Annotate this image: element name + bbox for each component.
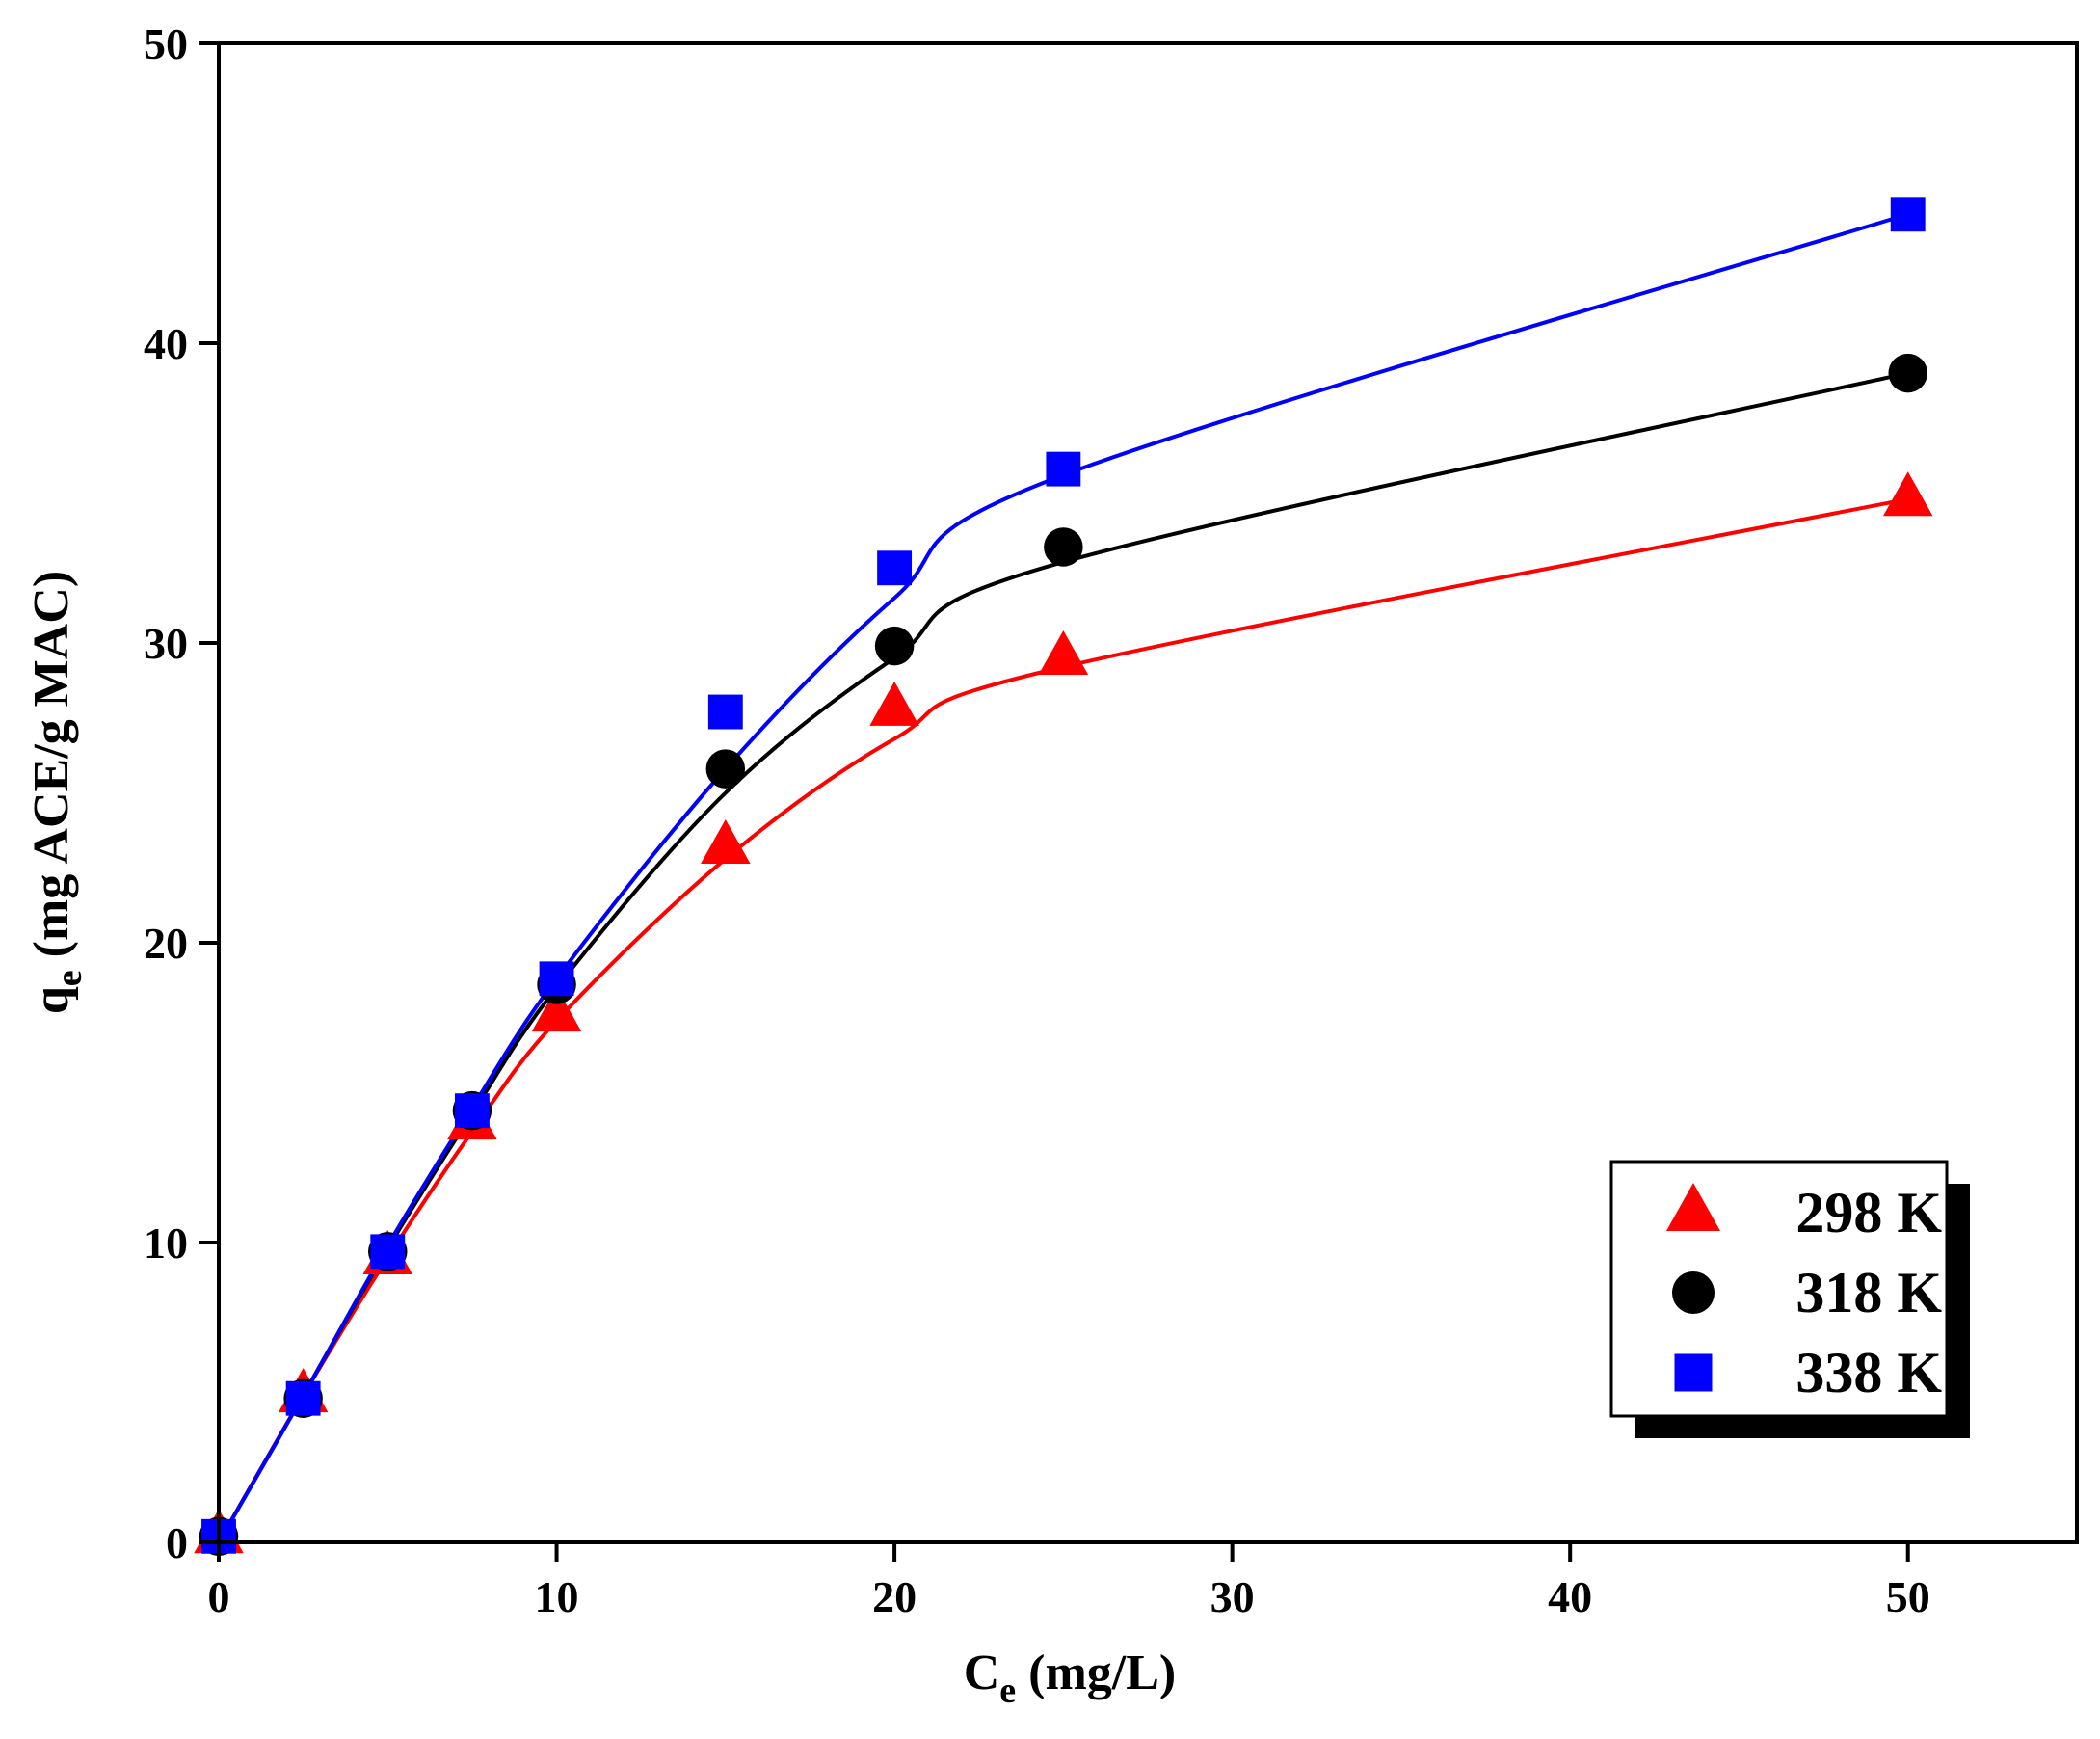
- x-tick-label: 50: [1886, 1572, 1930, 1621]
- data-point-298-k: [869, 681, 919, 726]
- data-points: [194, 197, 1933, 1557]
- data-point-338-k: [454, 1093, 490, 1129]
- y-tick-label: 20: [144, 919, 188, 968]
- y-tick-label: 30: [144, 619, 188, 668]
- x-tick-label: 20: [872, 1572, 917, 1621]
- data-point-338-k: [707, 694, 743, 730]
- data-point-318-k: [705, 749, 746, 789]
- legend-label-318-k: 318 K: [1795, 1261, 1942, 1324]
- x-tick-label: 30: [1210, 1572, 1255, 1621]
- data-point-318-k: [874, 626, 915, 666]
- data-point-338-k: [539, 961, 574, 997]
- y-axis-title-main: q: [24, 986, 79, 1014]
- data-point-318-k: [1888, 353, 1927, 393]
- x-tick-label: 40: [1548, 1572, 1592, 1621]
- x-axis-title: Ce (mg/L): [964, 1645, 1177, 1711]
- data-point-338-k: [1890, 197, 1926, 232]
- y-tick-label: 0: [166, 1518, 188, 1567]
- axis-ticks: [199, 41, 1910, 1562]
- y-axis-title: qe (mg ACE/g MAC): [24, 571, 90, 1014]
- legend: 298 K 318 K 338 K: [1609, 1160, 1970, 1438]
- y-axis-title-subscript: e: [49, 970, 90, 986]
- y-tick-label: 50: [144, 19, 188, 68]
- legend-label-338-k: 338 K: [1795, 1341, 1942, 1405]
- legend-marker-338-k: [1674, 1353, 1713, 1392]
- data-point-338-k: [1046, 451, 1081, 487]
- legend-box: [1609, 1160, 1949, 1418]
- x-axis-title-main: C: [964, 1645, 1000, 1700]
- legend-marker-318-k: [1672, 1271, 1715, 1314]
- data-point-298-k: [1882, 471, 1933, 517]
- x-axis-title-subscript: e: [999, 1671, 1016, 1711]
- fit-curves: [217, 212, 1909, 1543]
- y-tick-label: 10: [144, 1218, 188, 1268]
- axis-tick-labels: 0 10 20 30 40 50 0 10 20 30 40 50: [144, 19, 1930, 1621]
- data-point-318-k: [1044, 527, 1083, 567]
- x-tick-label: 0: [208, 1572, 230, 1621]
- legend-label-298-k: 298 K: [1795, 1181, 1942, 1244]
- legend-marker-298-k: [1666, 1183, 1720, 1231]
- plot-frame: [217, 41, 2079, 1544]
- fit-line-338-k: [217, 212, 1909, 1543]
- data-point-338-k: [877, 550, 913, 586]
- data-point-298-k: [1038, 630, 1089, 676]
- data-point-298-k: [701, 818, 751, 864]
- x-axis-title-rest: (mg/L): [1016, 1645, 1176, 1700]
- data-point-338-k: [370, 1234, 406, 1270]
- fit-line-298-k: [217, 496, 1909, 1543]
- y-tick-label: 40: [144, 319, 188, 368]
- data-point-298-k: [531, 987, 582, 1032]
- x-tick-label: 10: [535, 1572, 579, 1621]
- y-axis-title-rest: (mg ACE/g MAC): [24, 571, 79, 971]
- data-point-338-k: [285, 1380, 321, 1416]
